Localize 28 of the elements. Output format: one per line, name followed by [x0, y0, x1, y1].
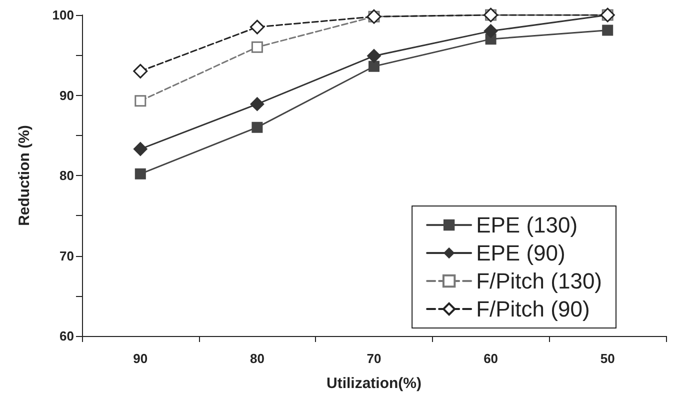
x-axis-title: Utilization(%)	[326, 375, 422, 392]
legend-label: F/Pitch (130)	[476, 268, 602, 294]
x-tick-label: 70	[366, 351, 382, 366]
point	[133, 64, 148, 78]
x-tick-label: 60	[484, 351, 498, 366]
legend-label: EPE (130)	[476, 212, 578, 238]
point	[252, 122, 263, 133]
point	[250, 20, 264, 34]
x-tick-label: 90	[133, 351, 148, 366]
legend-label: EPE (90)	[476, 240, 566, 266]
point	[251, 41, 263, 53]
y-tick-label: 80	[60, 168, 74, 183]
x-tick-label: 50	[600, 351, 615, 366]
y-tick-label: 100	[52, 8, 74, 22]
point	[134, 168, 146, 180]
point	[368, 60, 380, 72]
y-tick-label: 70	[60, 248, 74, 264]
point	[484, 24, 498, 38]
y-tick-label: 90	[60, 88, 74, 103]
point	[250, 97, 264, 112]
legend-label: F/Pitch (90)	[476, 296, 590, 322]
y-axis-title: Reduction (%)	[16, 125, 33, 226]
point	[367, 48, 381, 63]
x-tick-label: 80	[250, 351, 264, 366]
point	[134, 95, 146, 107]
y-tick-label: 60	[60, 328, 74, 344]
point	[602, 24, 614, 36]
point	[133, 142, 148, 156]
